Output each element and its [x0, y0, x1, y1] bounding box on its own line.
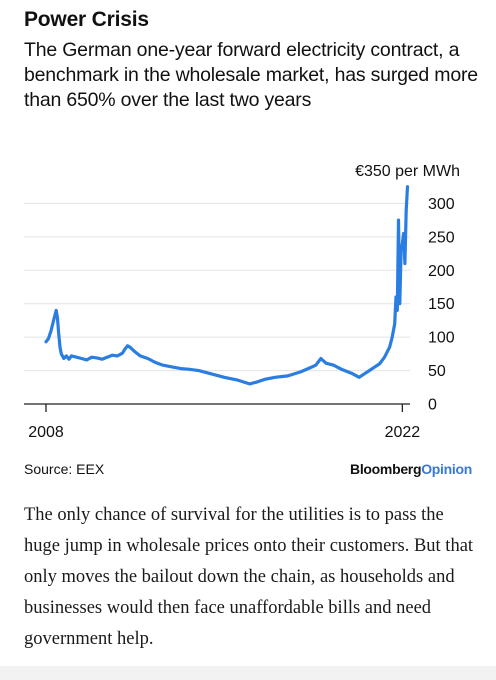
source-note: Source: EEX — [24, 461, 105, 477]
x-tick-label-2008: 2008 — [28, 424, 64, 441]
bloomberg-opinion-logo: BloombergOpinion — [350, 461, 472, 477]
y-tick-label-200: 200 — [428, 263, 455, 280]
price-line — [44, 185, 410, 386]
article-paragraph: The only chance of survival for the util… — [24, 505, 474, 649]
y-tick-label-250: 250 — [428, 229, 455, 246]
line-chart: 0 50 100 150 200 250 300 2008 2022 €350 per MWh — [24, 163, 460, 441]
brand-accent: Opinion — [421, 461, 472, 477]
y-tick-label-0: 0 — [428, 397, 437, 414]
x-tick-label-2022: 2022 — [385, 424, 421, 441]
y-tick-label-50: 50 — [428, 363, 446, 380]
x-axis: 2008 2022 — [28, 404, 420, 441]
y-tick-label-300: 300 — [428, 196, 455, 213]
unit-label: €350 per MWh — [355, 163, 460, 180]
y-axis: 0 50 100 150 200 250 300 — [428, 196, 455, 414]
gridlines — [24, 202, 410, 405]
chart-subtitle: The German one-year forward electricity … — [24, 39, 478, 111]
y-tick-label-100: 100 — [428, 330, 455, 347]
chart-title: Power Crisis — [24, 8, 149, 31]
y-tick-label-150: 150 — [428, 296, 455, 313]
page-footer-bar — [0, 666, 496, 680]
brand-main: Bloomberg — [350, 461, 422, 477]
